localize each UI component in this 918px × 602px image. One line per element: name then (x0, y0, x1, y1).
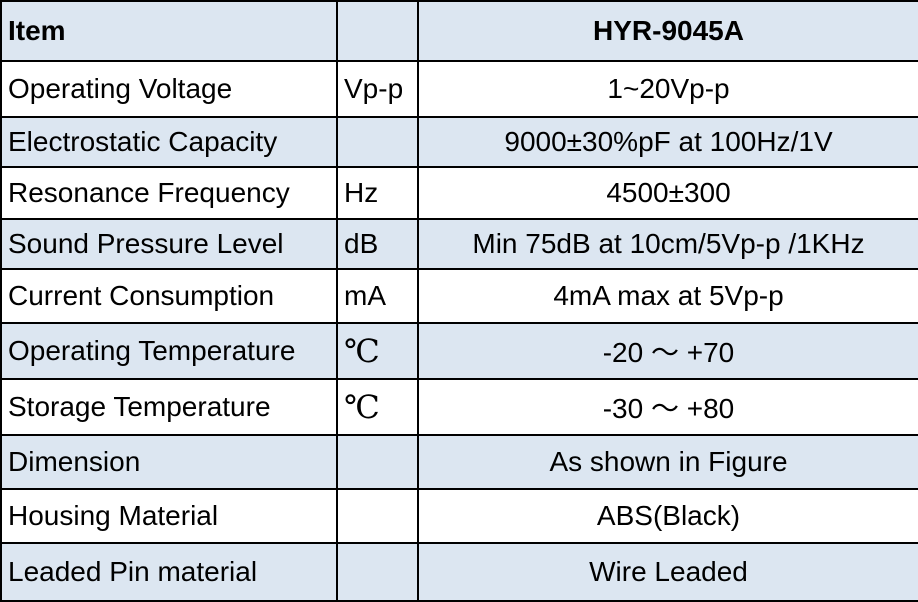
table-row: Leaded Pin material Wire Leaded (0, 542, 918, 602)
table-row: Storage Temperature ℃ -30 ～ +80 (0, 378, 918, 436)
item-cell: Sound Pressure Level (0, 218, 338, 270)
value-cell: Wire Leaded (417, 542, 918, 602)
value-cell: HYR-9045A (417, 0, 918, 62)
unit-cell (336, 434, 419, 490)
unit-cell: Vp-p (336, 60, 419, 118)
unit-cell (336, 542, 419, 602)
table-row: Operating Voltage Vp-p 1~20Vp-p (0, 60, 918, 118)
item-cell: Resonance Frequency (0, 166, 338, 220)
unit-cell: mA (336, 268, 419, 324)
unit-cell (336, 116, 419, 168)
item-cell: Electrostatic Capacity (0, 116, 338, 168)
item-cell: Housing Material (0, 488, 338, 544)
item-cell: Leaded Pin material (0, 542, 338, 602)
value-cell: ABS(Black) (417, 488, 918, 544)
unit-cell: dB (336, 218, 419, 270)
item-cell: Operating Voltage (0, 60, 338, 118)
table-row: Electrostatic Capacity 9000±30%pF at 100H… (0, 116, 918, 168)
value-cell: Min 75dB at 10cm/5Vp-p /1KHz (417, 218, 918, 270)
table-row: Item HYR-9045A (0, 0, 918, 62)
value-cell: 4mA max at 5Vp-p (417, 268, 918, 324)
table-row: Resonance Frequency Hz 4500±300 (0, 166, 918, 220)
unit-cell (336, 0, 419, 62)
value-cell: -20 ～ +70 (417, 322, 918, 380)
value-cell: 9000±30%pF at 100Hz/1V (417, 116, 918, 168)
table-row: Operating Temperature ℃ -20 ～ +70 (0, 322, 918, 380)
table-row: Housing Material ABS(Black) (0, 488, 918, 544)
table-row: Current Consumption mA 4mA max at 5Vp-p (0, 268, 918, 324)
unit-cell: Hz (336, 166, 419, 220)
unit-cell (336, 488, 419, 544)
item-cell: Item (0, 0, 338, 62)
table-row: Sound Pressure Level dB Min 75dB at 10cm/5… (0, 218, 918, 270)
item-cell: Operating Temperature (0, 322, 338, 380)
table-row: Dimension As shown in Figure (0, 434, 918, 490)
unit-cell: ℃ (336, 322, 419, 380)
value-cell: 4500±300 (417, 166, 918, 220)
value-cell: -30 ～ +80 (417, 378, 918, 436)
item-cell: Storage Temperature (0, 378, 338, 436)
item-cell: Current Consumption (0, 268, 338, 324)
item-cell: Dimension (0, 434, 338, 490)
value-cell: 1~20Vp-p (417, 60, 918, 118)
value-cell: As shown in Figure (417, 434, 918, 490)
unit-cell: ℃ (336, 378, 419, 436)
